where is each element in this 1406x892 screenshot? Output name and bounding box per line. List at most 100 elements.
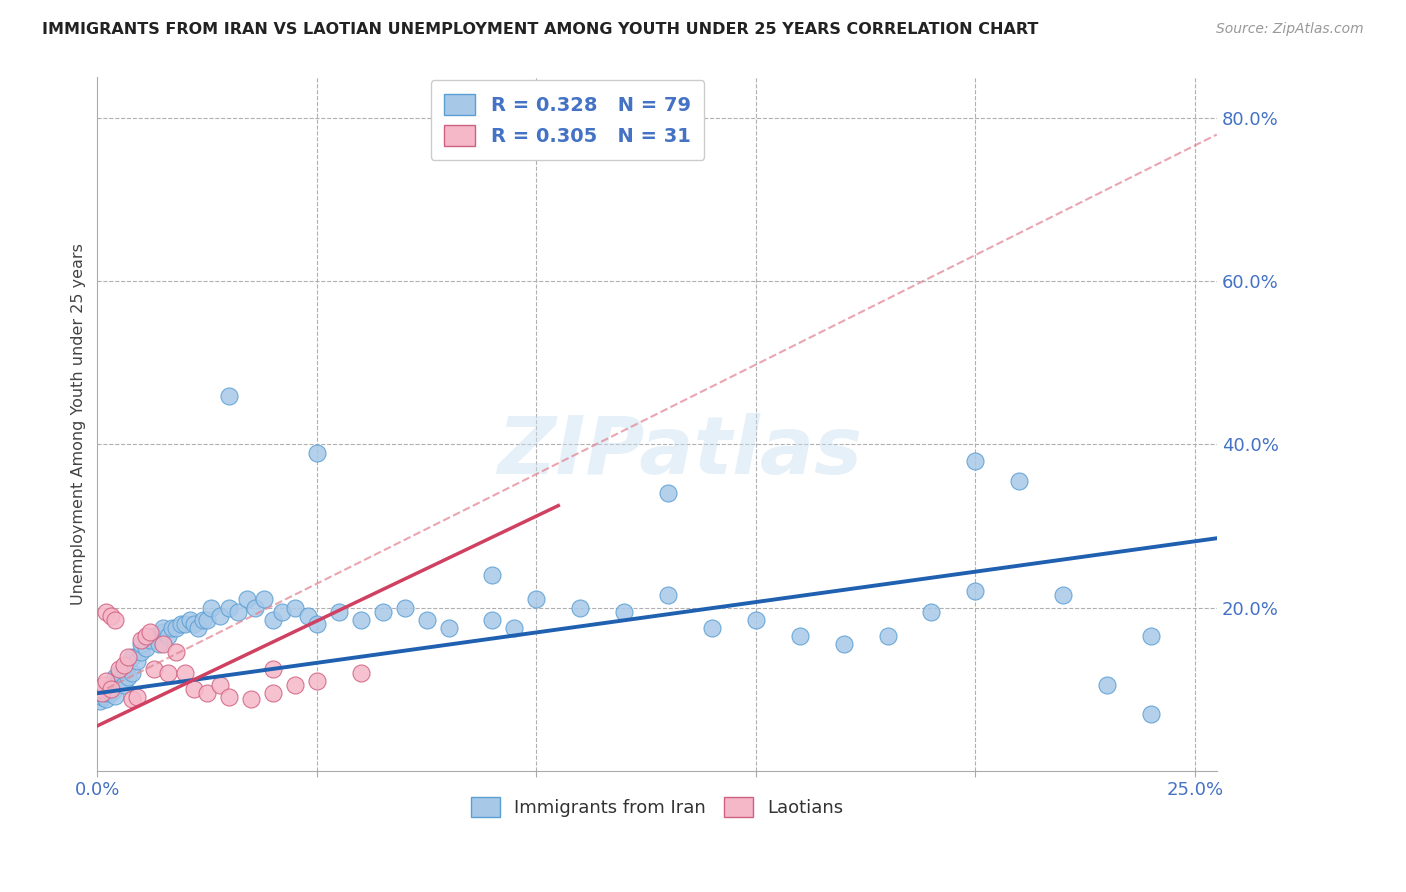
Point <box>209 678 232 692</box>
Point <box>101 683 124 698</box>
Point <box>524 592 547 607</box>
Point <box>1140 629 1163 643</box>
Point <box>108 673 131 688</box>
Point <box>218 388 240 402</box>
Point <box>209 608 232 623</box>
Point <box>165 645 187 659</box>
Point <box>100 686 122 700</box>
Point <box>108 665 131 680</box>
Point <box>117 657 139 672</box>
Point <box>262 613 284 627</box>
Point <box>100 608 122 623</box>
Point <box>876 629 898 643</box>
Point <box>700 621 723 635</box>
Point <box>121 665 143 680</box>
Point <box>152 621 174 635</box>
Point <box>129 637 152 651</box>
Point <box>965 584 987 599</box>
Point <box>218 690 240 705</box>
Point <box>569 600 592 615</box>
Point <box>143 662 166 676</box>
Point <box>262 686 284 700</box>
Point <box>100 678 122 692</box>
Point <box>350 665 373 680</box>
Point <box>262 662 284 676</box>
Point <box>187 621 209 635</box>
Point <box>481 568 503 582</box>
Point <box>226 605 249 619</box>
Point <box>235 592 257 607</box>
Point <box>94 692 117 706</box>
Point <box>139 633 162 648</box>
Point <box>170 616 193 631</box>
Point <box>371 605 394 619</box>
Point <box>139 625 162 640</box>
Point <box>253 592 276 607</box>
Point <box>129 633 152 648</box>
Point <box>789 629 811 643</box>
Point <box>90 686 112 700</box>
Point <box>165 621 187 635</box>
Text: Source: ZipAtlas.com: Source: ZipAtlas.com <box>1216 22 1364 37</box>
Point <box>613 605 636 619</box>
Point <box>832 637 855 651</box>
Point <box>437 621 460 635</box>
Text: ZIPatlas: ZIPatlas <box>496 413 862 491</box>
Point <box>284 678 307 692</box>
Point <box>305 616 328 631</box>
Point <box>305 673 328 688</box>
Point <box>284 600 307 615</box>
Point <box>93 678 115 692</box>
Point <box>112 662 135 676</box>
Point <box>179 613 201 627</box>
Point <box>297 608 319 623</box>
Legend: Immigrants from Iran, Laotians: Immigrants from Iran, Laotians <box>464 789 851 824</box>
Point <box>1095 678 1118 692</box>
Point <box>104 670 127 684</box>
Point <box>270 605 292 619</box>
Point <box>1008 474 1031 488</box>
Point <box>93 689 115 703</box>
Point <box>503 621 526 635</box>
Point <box>1140 706 1163 721</box>
Point <box>104 613 127 627</box>
Point <box>117 649 139 664</box>
Point <box>657 588 679 602</box>
Point <box>657 486 679 500</box>
Point <box>112 678 135 692</box>
Point <box>152 625 174 640</box>
Point <box>143 629 166 643</box>
Point <box>394 600 416 615</box>
Point <box>89 682 111 697</box>
Point <box>195 613 218 627</box>
Point <box>160 621 183 635</box>
Point <box>97 682 120 697</box>
Point <box>350 613 373 627</box>
Point <box>129 645 152 659</box>
Point <box>100 682 122 697</box>
Point <box>148 637 170 651</box>
Y-axis label: Unemployment Among Youth under 25 years: Unemployment Among Youth under 25 years <box>72 244 86 605</box>
Point <box>745 613 768 627</box>
Point <box>481 613 503 627</box>
Point <box>152 637 174 651</box>
Point <box>135 641 157 656</box>
Point <box>121 649 143 664</box>
Point <box>245 600 267 615</box>
Point <box>200 600 222 615</box>
Point <box>121 692 143 706</box>
Point <box>125 654 148 668</box>
Point <box>104 689 127 703</box>
Point <box>125 690 148 705</box>
Point <box>90 690 112 705</box>
Point <box>415 613 437 627</box>
Point <box>94 686 117 700</box>
Point <box>156 665 179 680</box>
Point <box>108 662 131 676</box>
Point <box>94 605 117 619</box>
Point <box>135 629 157 643</box>
Point <box>195 686 218 700</box>
Point <box>117 670 139 684</box>
Point <box>183 616 205 631</box>
Point <box>183 682 205 697</box>
